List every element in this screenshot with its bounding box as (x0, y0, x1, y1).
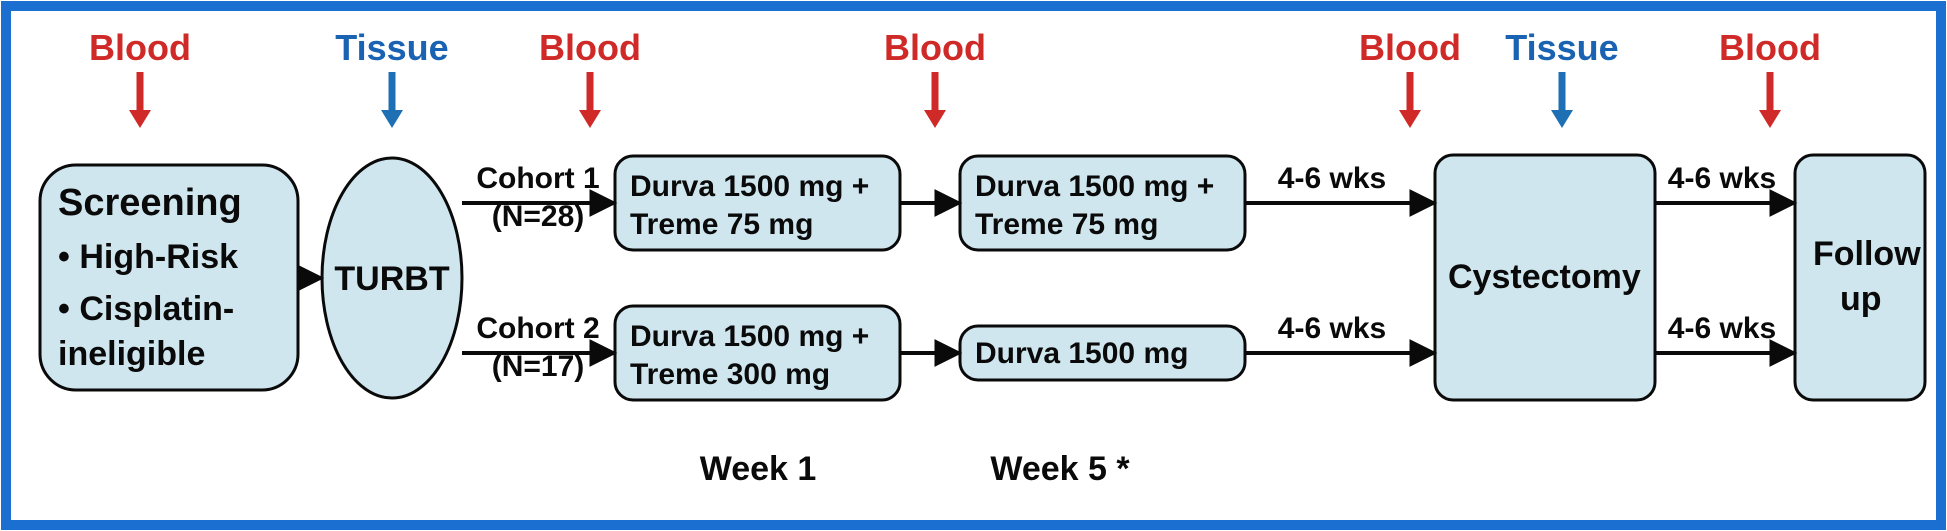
svg-text:Cohort 2: Cohort 2 (476, 312, 599, 345)
svg-text:Blood: Blood (1359, 27, 1461, 68)
svg-text:Screening: Screening (58, 182, 242, 224)
svg-text:Durva 1500 mg +: Durva 1500 mg + (975, 170, 1214, 203)
c1w1-node: Durva 1500 mg + Treme 75 mg (615, 156, 900, 250)
svg-text:Treme 75 mg: Treme 75 mg (975, 208, 1158, 241)
c2w5-node: Durva 1500 mg (960, 326, 1245, 380)
svg-text:Cohort 1: Cohort 1 (476, 162, 599, 195)
svg-text:• High-Risk: • High-Risk (58, 238, 238, 276)
week-label-1: Week 5 * (990, 450, 1130, 488)
svg-text:4-6 wks: 4-6 wks (1278, 312, 1386, 345)
svg-text:Tissue: Tissue (1505, 27, 1618, 68)
svg-text:4-6 wks: 4-6 wks (1668, 312, 1776, 345)
svg-text:Durva 1500 mg: Durva 1500 mg (975, 337, 1188, 370)
week-label-0: Week 1 (700, 450, 817, 488)
svg-text:Treme 300 mg: Treme 300 mg (630, 358, 830, 391)
svg-text:Blood: Blood (884, 27, 986, 68)
svg-text:Follow: Follow (1813, 235, 1921, 273)
svg-text:4-6 wks: 4-6 wks (1668, 162, 1776, 195)
svg-text:up: up (1840, 280, 1882, 318)
svg-text:Treme 75 mg: Treme 75 mg (630, 208, 813, 241)
c1w5-node: Durva 1500 mg + Treme 75 mg (960, 156, 1245, 250)
svg-text:(N=17): (N=17) (492, 350, 585, 383)
cystectomy-node: Cystectomy (1435, 155, 1655, 400)
svg-text:Cystectomy: Cystectomy (1448, 258, 1641, 296)
svg-text:Blood: Blood (1719, 27, 1821, 68)
svg-text:TURBT: TURBT (334, 260, 449, 298)
svg-text:4-6 wks: 4-6 wks (1278, 162, 1386, 195)
svg-text:Blood: Blood (89, 27, 191, 68)
turbt-node: TURBT (322, 158, 462, 398)
followup-node: Follow up (1795, 155, 1925, 400)
svg-text:Blood: Blood (539, 27, 641, 68)
svg-text:ineligible: ineligible (58, 335, 205, 373)
svg-text:Tissue: Tissue (335, 27, 448, 68)
svg-text:(N=28): (N=28) (492, 200, 585, 233)
screening-node: Screening • High-Risk • Cisplatin- ineligi… (40, 165, 298, 390)
svg-text:Durva 1500 mg +: Durva 1500 mg + (630, 170, 869, 203)
svg-text:• Cisplatin-: • Cisplatin- (58, 290, 234, 328)
svg-text:Durva 1500 mg +: Durva 1500 mg + (630, 320, 869, 353)
c2w1-node: Durva 1500 mg + Treme 300 mg (615, 306, 900, 400)
